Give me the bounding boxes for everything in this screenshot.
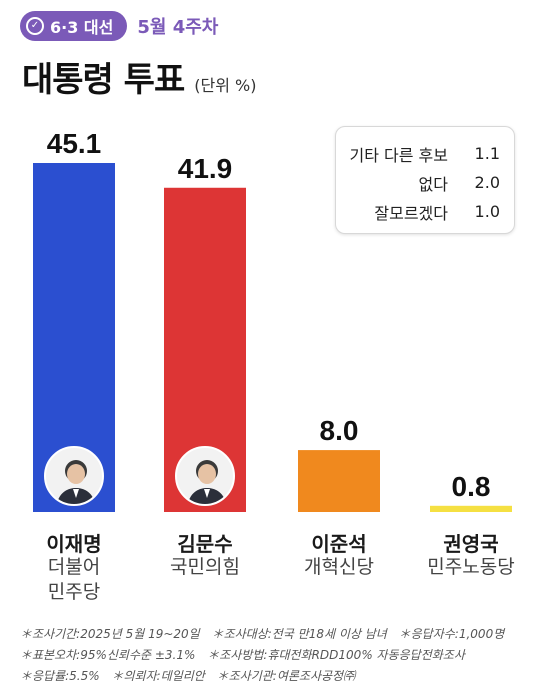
footnote-method: ＊조사방법:휴대전화RDD100% 자동응답전화조사 (207, 648, 465, 662)
footnote-agency: ＊조사기관:여론조사공정㈜ (216, 669, 356, 683)
candidate-photo-1 (44, 446, 104, 506)
none-value: 2.0 (474, 173, 500, 192)
none-row: 없다 2.0 (348, 168, 500, 197)
party-line: 민주당 (47, 581, 101, 603)
unit-label: (단위 %) (194, 76, 257, 95)
none-label: 없다 (418, 174, 448, 194)
week-label: 5월 4주차 (137, 17, 219, 38)
dont-know-label: 잘모르겠다 (374, 203, 448, 223)
footnote-respondents: ＊응답자수:1,000명 (398, 627, 505, 641)
candidate-party-3: 개혁신당 (279, 555, 399, 580)
value-label-3: 8.0 (320, 415, 359, 446)
footnote-line-1: ＊조사기간:2025년 5월 19~20일 ＊조사대상:전국 만18세 이상 남… (20, 624, 545, 645)
party-line: 개혁신당 (304, 556, 374, 578)
candidate-name-1: 이재명 (46, 532, 102, 556)
badge-label: 6·3 대선 (50, 18, 114, 37)
party-line: 더불어 (47, 556, 101, 578)
page-title: 대통령 투표 (22, 60, 185, 100)
candidate-name-3: 이준석 (311, 532, 367, 556)
candidate-party-2: 국민의힘 (145, 555, 265, 580)
election-badge: ✓ 6·3 대선 (20, 11, 128, 41)
party-line: 국민의힘 (170, 556, 240, 578)
ballot-check-icon: ✓ (26, 17, 44, 35)
dont-know-row: 잘모르겠다 1.0 (348, 197, 500, 226)
party-line: 민주노동당 (427, 556, 515, 578)
others-row: 기타 다른 후보 1.1 (348, 139, 501, 168)
others-box: 기타 다른 후보 1.1 없다 2.0 잘모르겠다 1.0 (335, 126, 515, 234)
candidate-name-4: 권영국 (443, 532, 499, 556)
value-label-4: 0.8 (452, 471, 491, 502)
footnote-target: ＊조사대상:전국 만18세 이상 남녀 (211, 627, 387, 641)
dont-know-value: 1.0 (474, 202, 500, 221)
footnote-period: ＊조사기간:2025년 5월 19~20일 (20, 627, 200, 641)
footnote-response-rate: ＊응답률:5.5% (20, 669, 100, 683)
candidate-name-2: 김문수 (177, 532, 233, 556)
candidate-photo-2 (175, 446, 235, 506)
bar-3 (298, 450, 380, 512)
footnote-line-2: ＊표본오차:95%신뢰수준 ±3.1% ＊조사방법:휴대전화RDD100% 자동… (20, 645, 545, 666)
bar-4 (430, 505, 512, 512)
value-label-1: 45.1 (47, 128, 102, 159)
title-row: 대통령 투표 (단위 %) (22, 52, 256, 101)
footnote-error: ＊표본오차:95%신뢰수준 ±3.1% (20, 648, 196, 662)
header: ✓ 6·3 대선 5월 4주차 (20, 10, 218, 42)
footnote-line-3: ＊응답률:5.5% ＊의뢰자:데일리안 ＊조사기관:여론조사공정㈜ (20, 666, 545, 687)
others-label: 기타 다른 후보 (349, 145, 449, 165)
footnote-client: ＊의뢰자:데일리안 (111, 669, 205, 683)
survey-footnotes: ＊조사기간:2025년 5월 19~20일 ＊조사대상:전국 만18세 이상 남… (20, 624, 545, 687)
candidate-party-4: 민주노동당 (411, 555, 531, 580)
others-value: 1.1 (474, 144, 500, 163)
value-label-2: 41.9 (178, 153, 233, 184)
